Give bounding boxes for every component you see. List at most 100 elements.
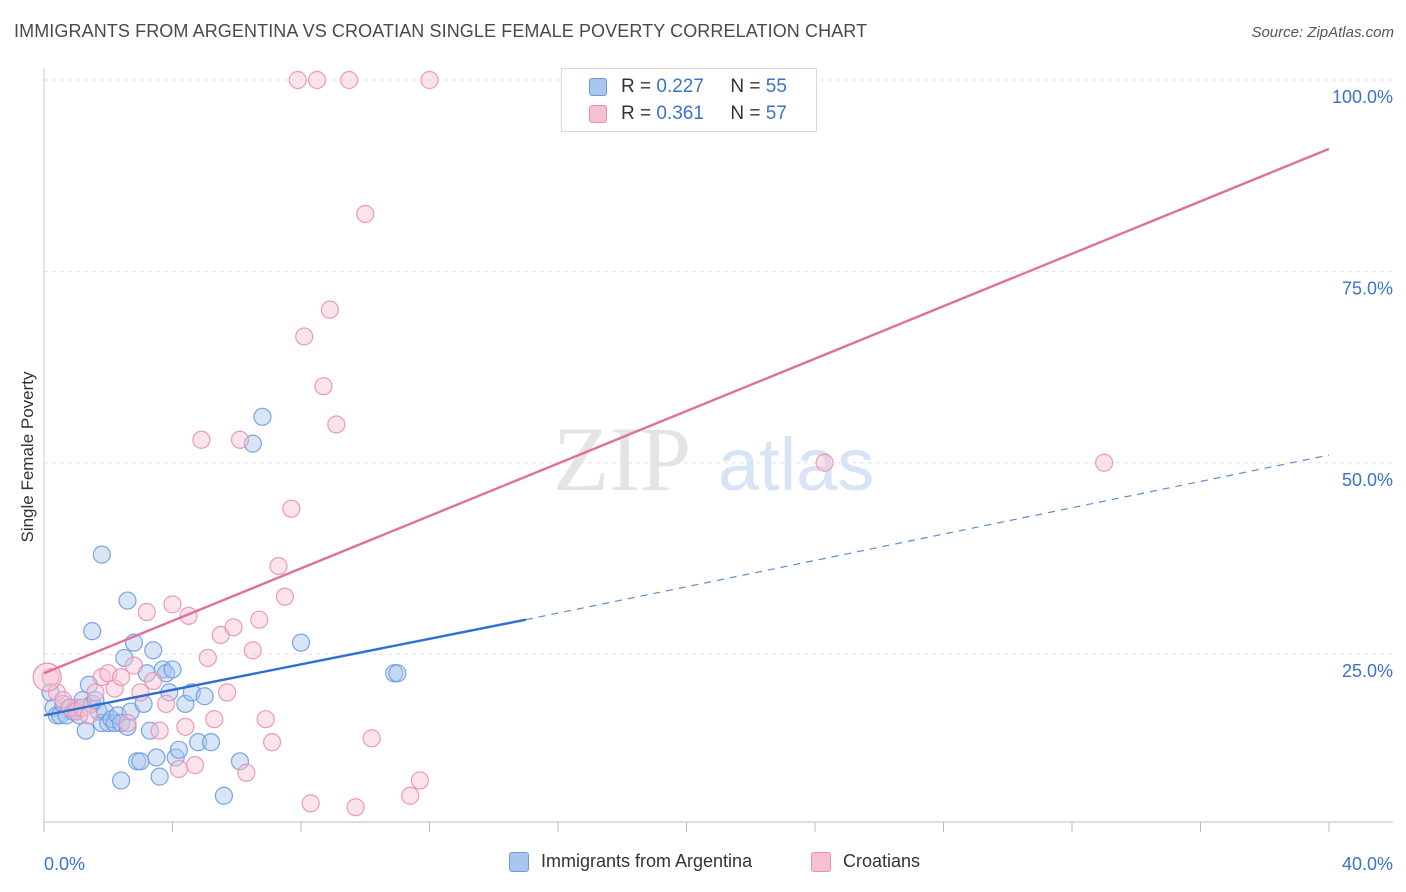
croatians-point-51: [410, 771, 429, 790]
legend-r-value-croatians: 0.361: [656, 103, 704, 124]
legend-n-value-argentina: 55: [765, 76, 787, 97]
croatians-point-11: [111, 667, 131, 687]
argentina-point-49: [118, 591, 137, 610]
croatians-point-48: [356, 204, 375, 224]
argentina-point-50: [214, 786, 233, 805]
series-legend-croatians: Croatians: [811, 851, 920, 872]
chart-source: Source: ZipAtlas.com: [1251, 24, 1394, 41]
argentina-point-51: [230, 752, 250, 771]
croatians-point-13: [124, 656, 144, 675]
x-tick-label-max: 40.0%: [1342, 854, 1393, 874]
croatians-point-26: [205, 710, 224, 729]
croatians-point-15: [137, 602, 156, 622]
croatians-point-25: [198, 648, 217, 668]
watermark: ZIP atlas: [553, 408, 874, 510]
watermark-zip: ZIP: [553, 408, 691, 510]
legend-n-label: N =: [730, 76, 761, 97]
gridlines: [44, 79, 1393, 655]
x-tick-label-min: 0.0%: [44, 854, 85, 874]
series-swatch-argentina: [509, 851, 529, 872]
croatians-point-42: [307, 70, 327, 90]
chart-title: IMMIGRANTS FROM ARGENTINA VS CROATIAN SI…: [14, 21, 868, 41]
croatians-point-53: [815, 453, 834, 472]
croatians-point-49: [362, 729, 381, 748]
legend-n-value-croatians: 57: [765, 103, 787, 124]
croatians-point-47: [346, 798, 365, 817]
argentina-point-46: [195, 687, 214, 706]
argentina-point-45: [189, 733, 208, 752]
croatians-point-34: [256, 710, 275, 729]
croatians-point-28: [218, 683, 237, 702]
argentina-point-56: [388, 664, 407, 683]
y-tick-labels: 25.0% 50.0% 75.0% 100.0%: [1332, 87, 1393, 681]
legend-r-label: R =: [621, 76, 652, 97]
argentina-point-35: [147, 748, 166, 767]
argentina-point-53: [253, 407, 272, 426]
argentina-point-54: [291, 633, 311, 652]
y-tick-label-50: 50.0%: [1342, 470, 1393, 490]
argentina-point-25: [115, 648, 134, 668]
axes: [43, 68, 1393, 832]
correlation-legend: R = 0.227 N = 55 R = 0.361 N = 57: [561, 68, 817, 132]
argentina-point-48: [111, 771, 131, 790]
watermark-atlas: atlas: [718, 423, 874, 506]
croatians-point-30: [230, 430, 250, 449]
croatians-point-37: [275, 587, 295, 606]
legend-swatch-argentina: [589, 78, 607, 96]
legend-n-label: N =: [730, 103, 761, 124]
series-legend-argentina: Immigrants from Argentina: [509, 851, 752, 872]
croatians-point-39: [288, 70, 307, 90]
y-tick-label-75: 75.0%: [1342, 278, 1393, 298]
croatians-point-6: [79, 706, 99, 725]
series-swatch-croatians: [811, 851, 831, 872]
croatians-trend-line: [43, 147, 1330, 675]
legend-row-croatians: R = 0.361 N = 57: [562, 102, 787, 126]
croatians-point-35: [262, 733, 282, 752]
croatians-point-10: [105, 679, 124, 698]
argentina-point-34: [144, 641, 163, 660]
argentina-point-26: [118, 717, 137, 736]
argentina-trend-extension: [525, 454, 1330, 621]
croatians-point-38: [282, 499, 301, 518]
argentina-point-19: [92, 545, 111, 564]
argentina-point-40: [163, 660, 182, 679]
croatians-point-43: [314, 377, 333, 396]
croatians-point-7: [86, 683, 105, 702]
series-label-croatians: Croatians: [843, 851, 921, 871]
croatians-point-36: [269, 556, 288, 576]
argentina-point-47: [201, 733, 221, 752]
croatians-point-50: [401, 786, 420, 805]
data-points: [32, 70, 1114, 817]
argentina-point-43: [176, 694, 195, 713]
croatians-point-33: [250, 610, 269, 629]
legend-swatch-croatians: [589, 105, 607, 123]
croatians-point-20: [169, 759, 189, 779]
argentina-point-11: [76, 721, 95, 740]
argentina-point-36: [150, 767, 169, 786]
croatians-point-40: [295, 327, 314, 346]
croatians-point-52: [420, 70, 439, 90]
argentina-point-33: [140, 721, 160, 740]
legend-r-value-argentina: 0.227: [656, 76, 704, 97]
argentina-point-42: [169, 740, 189, 759]
y-tick-label-25: 25.0%: [1342, 661, 1393, 681]
croatians-point-17: [150, 721, 169, 740]
croatians-point-23: [185, 756, 205, 775]
trend-lines: [43, 147, 1330, 717]
legend-r-label: R =: [621, 103, 652, 124]
legend-row-argentina: R = 0.227 N = 55: [562, 75, 787, 99]
argentina-trend-line: [43, 618, 527, 717]
argentina-point-30: [131, 752, 150, 771]
croatians-point-18: [156, 694, 176, 713]
croatians-point-16: [144, 671, 163, 691]
series-label-argentina: Immigrants from Argentina: [541, 851, 753, 871]
croatians-point-31: [237, 763, 256, 782]
croatians-point-45: [327, 415, 346, 434]
croatians-point-29: [224, 618, 243, 637]
argentina-point-18: [83, 622, 102, 641]
croatians-point-32: [243, 641, 262, 660]
croatians-point-24: [192, 430, 211, 449]
croatians-point-21: [176, 717, 195, 736]
croatians-point-12: [118, 713, 137, 733]
